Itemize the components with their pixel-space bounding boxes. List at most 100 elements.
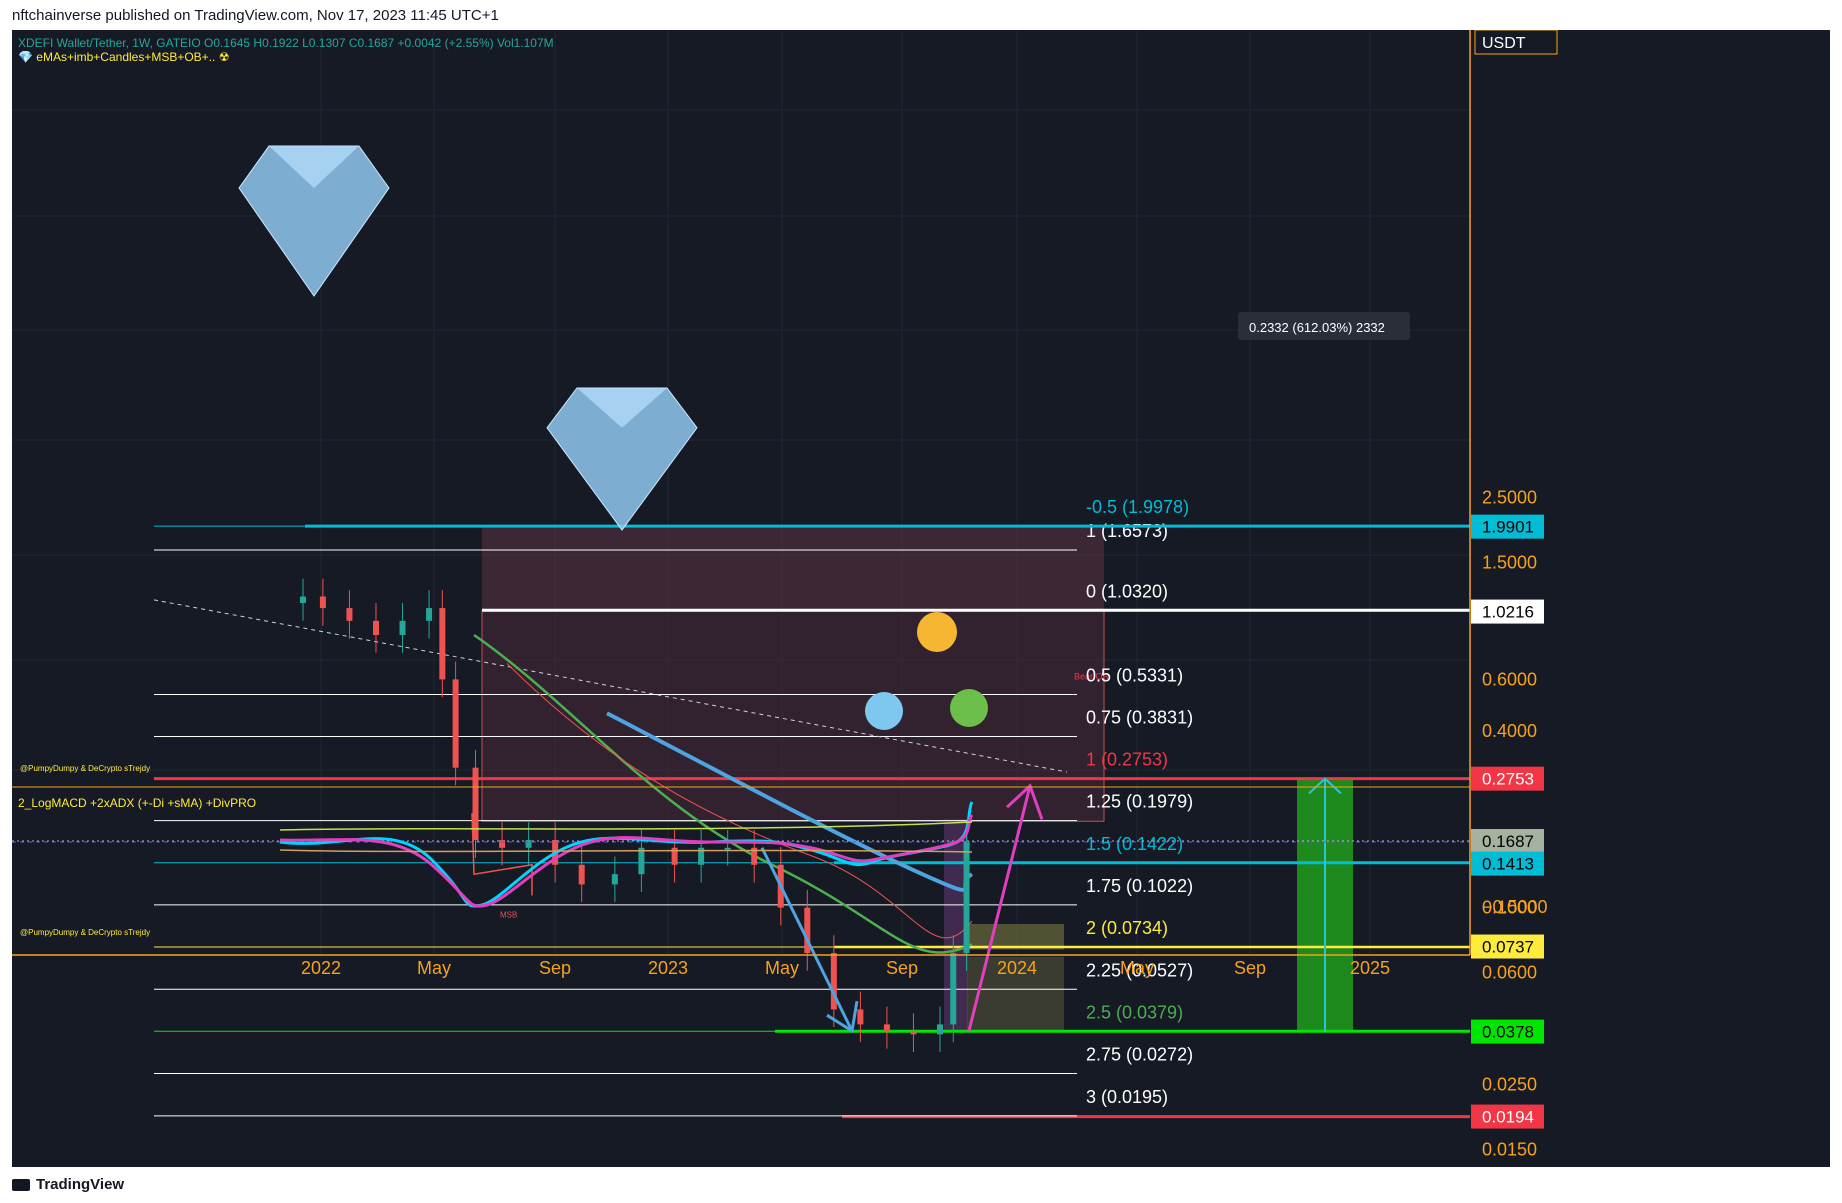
candle-body (724, 847, 731, 850)
fib-label: 2.25 (0.0527) (1086, 960, 1193, 980)
candle-body (671, 847, 678, 865)
price-badge (1471, 514, 1544, 539)
candle-body (319, 596, 326, 609)
symbol-legend[interactable]: XDEFI Wallet/Tether, 1W, GATEIO O0.1645 … (18, 36, 554, 50)
currency-label: USDT (1482, 35, 1526, 52)
msb-label: MSB (500, 911, 517, 920)
x-tick-label: 2025 (1350, 958, 1390, 978)
frog-face-icon (950, 689, 988, 727)
fib-label: -0.5 (1.9978) (1086, 497, 1189, 517)
tradingview-logo[interactable]: TradingView (12, 1176, 124, 1193)
candle-body (937, 1024, 944, 1035)
x-tick-label: May (1120, 958, 1154, 978)
price-badge-label: 0.2753 (1482, 770, 1534, 789)
candle-body (372, 620, 379, 636)
chart-panel[interactable]: Bear OB 1 (1.6573) -0.5 (1.9978) 0 (1.0320… (12, 30, 1830, 1167)
price-badge-label: 1.9901 (1482, 518, 1534, 537)
candle-body (910, 1030, 917, 1035)
imbalance-zone-1 (967, 923, 1064, 950)
diamond-icon (238, 145, 390, 297)
candle-body (452, 679, 459, 768)
credit-bottom: @PumpyDumpy & DeCrypto sTrejdy (20, 928, 151, 937)
price-badge-label: 0.1687 (1482, 832, 1534, 851)
x-tick-label: 2023 (648, 958, 688, 978)
price-badge (1471, 934, 1544, 959)
tv-logo-icon (12, 1179, 30, 1192)
magenta-arrow-head (1005, 783, 1044, 820)
candle-body (883, 1024, 890, 1031)
magenta-arrow (967, 785, 1032, 1032)
measure-label-box (1238, 312, 1410, 340)
candle-body (638, 847, 645, 875)
price-axis-bg (1470, 30, 1830, 955)
adx-line (279, 821, 973, 831)
fib-label: 1.25 (0.1979) (1086, 792, 1193, 812)
cold-face-icon (865, 692, 903, 730)
candle-body (439, 608, 446, 680)
fib-label: 0.5 (0.5331) (1086, 665, 1183, 685)
fib-label: 0.75 (0.3831) (1086, 708, 1193, 728)
signal-line (279, 813, 974, 908)
fib-label: 3 (0.0195) (1086, 1087, 1168, 1107)
bear-ob-zone-upper (482, 525, 1104, 611)
y-tick-label: 0.0250 (1482, 1074, 1537, 1094)
diamond-icon-facet (269, 146, 359, 188)
candle-body (804, 907, 811, 954)
candle-body (963, 841, 970, 954)
x-tick-label: Sep (1234, 958, 1266, 978)
price-badge (1471, 599, 1544, 624)
candle-body (472, 767, 479, 841)
currency-box (1474, 30, 1558, 55)
x-tick-label: May (417, 958, 451, 978)
y-tick-label: 0.0600 (1482, 963, 1537, 983)
fib-label: 0 (1.0320) (1086, 581, 1168, 601)
price-badge-label: 0.0737 (1482, 938, 1534, 957)
fib-levels: 1 (1.6573) -0.5 (1.9978) 0 (1.0320) 0.5 (0.… (12, 497, 1470, 1119)
fib-label: 2.75 (0.0272) (1086, 1045, 1193, 1065)
measure-label: 0.2332 (612.03%) 2332 (1249, 320, 1385, 335)
fib-label: 1.5 (0.1422) (1086, 834, 1183, 854)
x-tick-label: Sep (886, 958, 918, 978)
candle-body (525, 840, 532, 848)
diamond-icon (546, 387, 698, 531)
drawings: MSB 0.2332 (612.03%) 2332 (238, 145, 1410, 1034)
y-tick-label: 0.1000 (1482, 898, 1537, 918)
x-tick-label: Sep (539, 958, 571, 978)
diamond-icon-facet (577, 388, 667, 428)
publisher-line: nftchainverse published on TradingView.c… (12, 7, 499, 24)
main-chart[interactable]: Bear OB 1 (1.6573) -0.5 (1.9978) 0 (1.0320… (12, 30, 1830, 1167)
last-candle (963, 841, 970, 847)
y-tick-label: 1.5000 (1482, 553, 1537, 573)
candle-body (698, 847, 705, 865)
x-tick-label: 2024 (997, 958, 1037, 978)
candle-body (399, 620, 406, 636)
macd-legend[interactable]: 2_LogMACD +2xADX (+-Di +sMA) +DivPRO (18, 796, 257, 810)
candle-body (578, 864, 585, 885)
candle-body (346, 608, 353, 621)
tradingview-footer: TradingView (0, 1167, 1842, 1203)
publisher-bar: nftchainverse published on TradingView.c… (0, 0, 1842, 30)
candle-body (830, 953, 837, 1010)
candle-body (299, 596, 306, 604)
candle-body (426, 608, 433, 621)
sma-line (279, 849, 973, 853)
fib-label: 1 (0.2753) (1086, 750, 1168, 770)
macd-tick-label: −0.5000 (1482, 897, 1548, 917)
price-badge-label: 1.0216 (1482, 603, 1534, 622)
price-badge (1471, 1104, 1544, 1129)
measure-arrow-head (1308, 777, 1342, 795)
x-tick-label: May (765, 958, 799, 978)
y-tick-label: 0.0150 (1482, 1139, 1537, 1159)
blue-arrow (760, 847, 854, 1032)
axes: USDT 2.5000 1.5000 0.6000 0.4000 0.1000 0.0600… (12, 30, 1830, 1159)
zones: Bear OB (481, 525, 1353, 1032)
candle-body (611, 874, 618, 885)
indicator-legend[interactable]: 💎 eMAs+imb+Candles+MSB+OB+.. ☢ (18, 50, 230, 64)
candle-body (950, 953, 957, 1025)
price-badge (1471, 851, 1544, 876)
thinking-face-icon (917, 612, 957, 652)
price-badge-label: 0.0378 (1482, 1023, 1534, 1042)
y-tick-label: 2.5000 (1482, 488, 1537, 508)
price-badge-label: 0.1413 (1482, 855, 1534, 874)
